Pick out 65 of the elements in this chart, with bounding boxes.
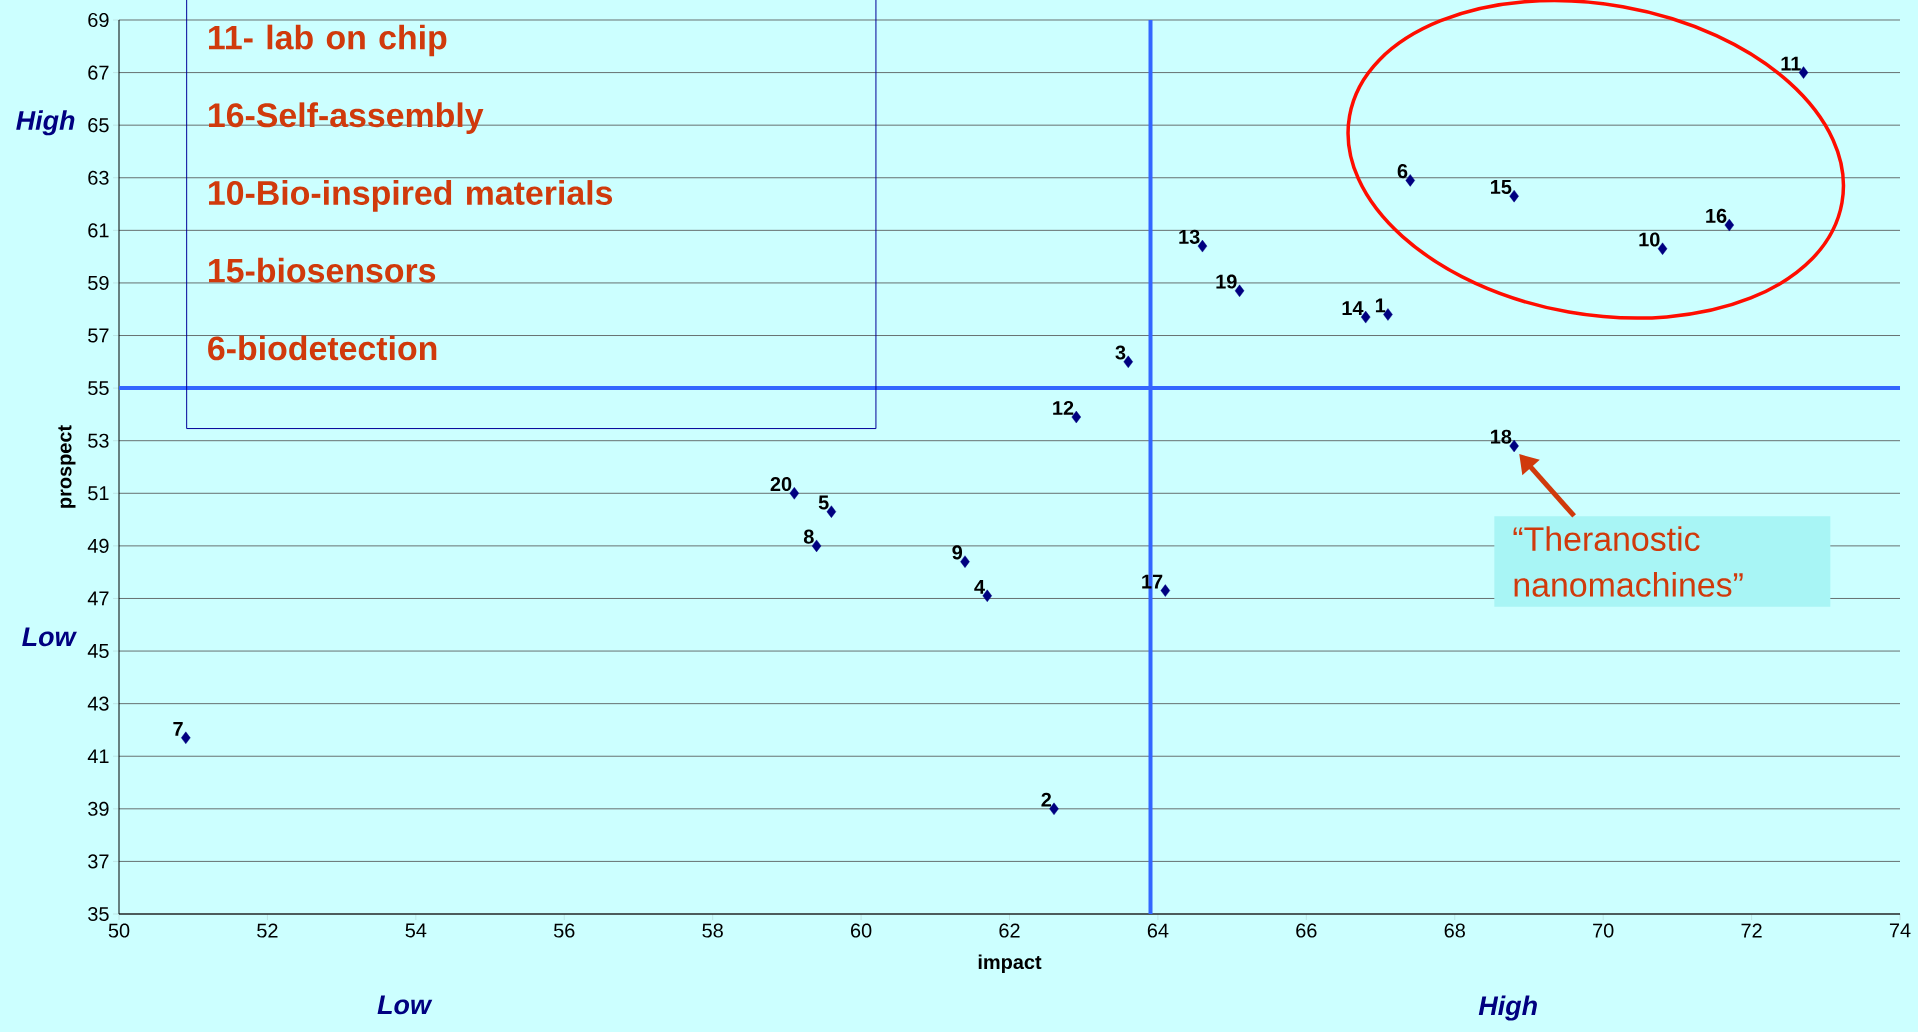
x-tick-label: 60 — [851, 923, 872, 938]
point — [1049, 802, 1059, 816]
point — [181, 731, 191, 745]
y-tick-label: 69 — [88, 12, 109, 28]
text: High — [1478, 995, 1537, 1021]
text: 8 — [803, 529, 814, 544]
annotation: 10-Bio-inspired materials — [209, 180, 613, 212]
text: 2 — [1041, 792, 1052, 807]
text: 7 — [173, 721, 183, 736]
y-tick-label: 47 — [87, 591, 109, 606]
y-tick-label: 37 — [88, 854, 109, 869]
y-tick-label: 35 — [88, 906, 109, 922]
x-tick-label: 56 — [553, 923, 575, 938]
y-tick-label: 53 — [88, 433, 109, 448]
annotation: 15-biosensors — [209, 257, 436, 283]
y-axis-title: prospect — [58, 425, 76, 508]
text: 14 — [1342, 301, 1364, 315]
x-tick-label: 54 — [405, 923, 427, 938]
x-tick-label: 62 — [999, 923, 1020, 938]
y-tick-label: 51 — [88, 486, 109, 501]
annotation: “Theranostic nanomachines” — [1513, 526, 1743, 597]
annotation: 11- lab on chip — [209, 24, 447, 57]
x-tick-label: 72 — [1741, 923, 1762, 938]
text: 16 — [1706, 208, 1727, 223]
x-tick-label: 50 — [108, 923, 130, 938]
x-tick-label: 66 — [1296, 923, 1317, 938]
x-tick-label: 68 — [1444, 923, 1465, 938]
text: 1 — [1375, 298, 1386, 313]
text: Low — [22, 627, 77, 647]
text: 6 — [1397, 164, 1408, 179]
y-tick-label: 57 — [88, 328, 109, 343]
y-tick-label: 61 — [88, 223, 109, 238]
annotation: 6-biodetection — [208, 335, 437, 361]
y-tick-label: 49 — [87, 538, 109, 553]
x-axis-title: impact — [978, 954, 1042, 974]
y-tick-label: 43 — [87, 696, 109, 711]
x-tick-label: 58 — [702, 923, 723, 938]
text: 3 — [1115, 345, 1126, 360]
y-tick-label: 39 — [88, 801, 109, 816]
text: 11 — [1781, 56, 1801, 71]
text: High — [16, 110, 75, 136]
y-tick-label: 65 — [88, 118, 109, 133]
x-tick-label: 70 — [1593, 923, 1614, 938]
text: 10 — [1639, 232, 1660, 247]
text: Low — [377, 995, 433, 1015]
x-tick-label: 74 — [1889, 923, 1911, 938]
y-tick-label: 59 — [88, 275, 109, 290]
text: 20 — [770, 476, 792, 492]
text: 15 — [1491, 180, 1512, 194]
text: 5 — [818, 495, 829, 510]
text: 9 — [952, 545, 963, 560]
y-tick-label: 67 — [88, 65, 109, 80]
text: 12 — [1053, 400, 1074, 415]
text: 13 — [1179, 229, 1200, 244]
x-tick-label: 64 — [1147, 923, 1169, 938]
text: 18 — [1491, 429, 1512, 444]
text: 4 — [974, 579, 985, 594]
annotation: 16-Self-assembly — [209, 102, 484, 134]
y-tick-label: 63 — [88, 170, 109, 185]
y-tick-label: 45 — [87, 644, 109, 658]
x-tick-label: 52 — [257, 923, 278, 938]
y-tick-label: 41 — [87, 749, 109, 764]
y-tick-label: 55 — [88, 381, 109, 396]
text: 19 — [1216, 274, 1237, 289]
point — [960, 555, 970, 568]
